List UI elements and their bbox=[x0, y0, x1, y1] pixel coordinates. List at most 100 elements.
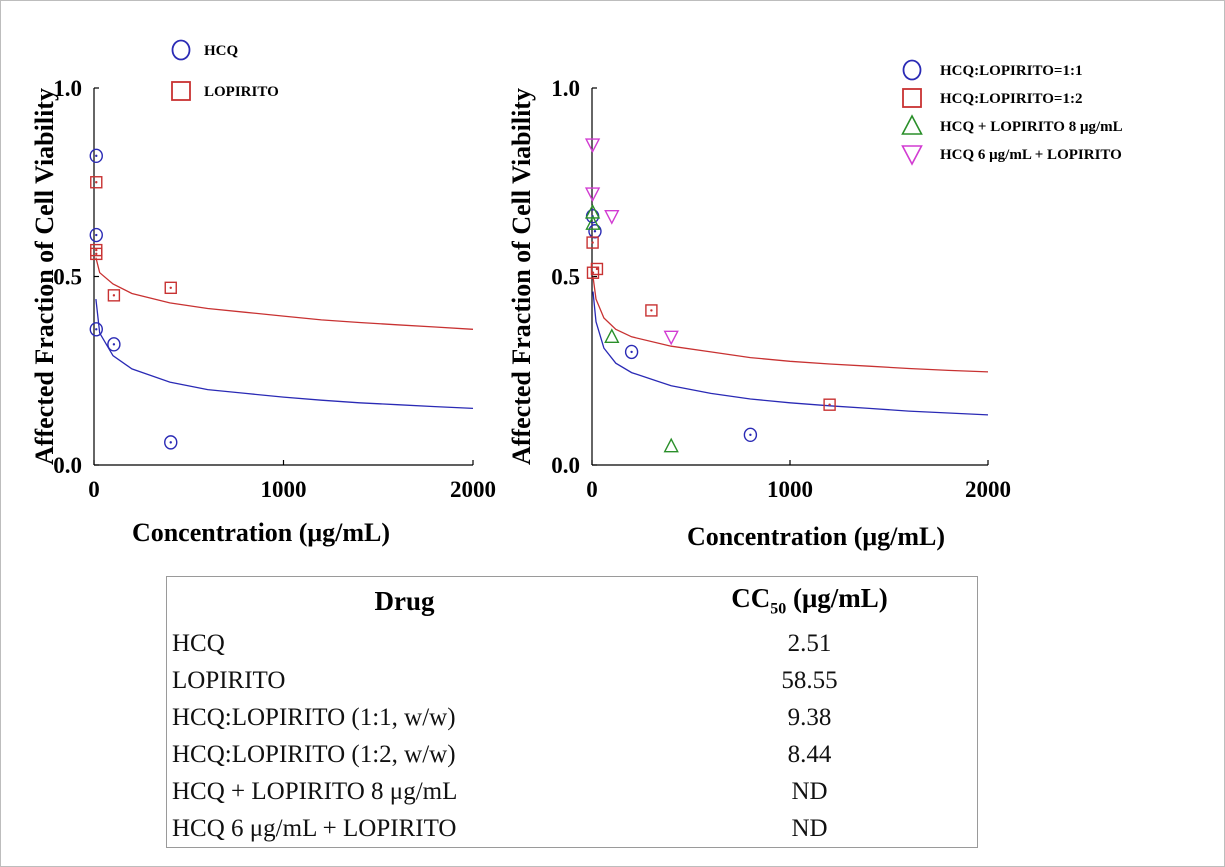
cc50-table: Drug CC50 (μg/mL) HCQ 2.51 LOPIRITO 58.55 … bbox=[166, 576, 978, 848]
drug-cell: HCQ:LOPIRITO (1:1, w/w) bbox=[172, 703, 456, 731]
marker-shape bbox=[89, 227, 103, 243]
marker-shape bbox=[164, 281, 177, 295]
data-point bbox=[89, 322, 103, 337]
marker-dot bbox=[95, 181, 98, 184]
data-point bbox=[663, 330, 679, 346]
marker-shape bbox=[107, 289, 121, 302]
series-square bbox=[586, 236, 836, 411]
legend-shape bbox=[901, 114, 923, 135]
cc50-cell: ND bbox=[791, 814, 828, 842]
fit-curve-square bbox=[95, 257, 474, 330]
legend-shape bbox=[902, 88, 922, 108]
cc50-cell: 9.38 bbox=[787, 703, 832, 731]
y-tick-label: 0.5 bbox=[53, 265, 82, 290]
marker-shape bbox=[584, 138, 601, 154]
header-cc50: CC50 (μg/mL) bbox=[642, 577, 978, 626]
drug-cell: HCQ 6 μg/mL + LOPIRITO bbox=[172, 814, 457, 842]
marker-dot bbox=[828, 403, 831, 406]
legend: HCQ:LOPIRITO=1:1 HCQ:LOPIRITO=1:2 HCQ + LO… bbox=[901, 59, 1123, 166]
table-row: HCQ:LOPIRITO (1:1, w/w) 9.38 bbox=[167, 699, 978, 736]
marker-shape bbox=[584, 187, 601, 203]
data-point bbox=[586, 236, 599, 249]
x-tick-label: 2000 bbox=[450, 477, 496, 502]
table-row: HCQ:LOPIRITO (1:2, w/w) 8.44 bbox=[167, 736, 978, 773]
data-point bbox=[164, 281, 177, 295]
data-point bbox=[584, 138, 601, 154]
marker-dot bbox=[112, 294, 116, 297]
drug-cell: HCQ:LOPIRITO (1:2, w/w) bbox=[172, 740, 456, 768]
data-point bbox=[604, 328, 620, 344]
marker-shape bbox=[585, 215, 601, 230]
fit-curve-square bbox=[592, 276, 989, 373]
marker-dot bbox=[591, 241, 594, 244]
data-point bbox=[586, 266, 600, 279]
series-triangle-up bbox=[584, 203, 679, 453]
data-point bbox=[89, 148, 103, 164]
x-tick-label: 0 bbox=[586, 477, 598, 502]
header-cc-main: CC bbox=[731, 583, 771, 614]
drug-cell: LOPIRITO bbox=[172, 666, 286, 694]
legend: HCQ LOPIRITO bbox=[171, 39, 279, 101]
drug-cell: HCQ bbox=[172, 629, 225, 657]
legend-label: HCQ:LOPIRITO=1:2 bbox=[940, 91, 1082, 107]
legend-shape bbox=[171, 39, 191, 61]
legend-shape bbox=[902, 59, 922, 81]
marker-dot bbox=[95, 233, 98, 237]
cc50-cell: 2.51 bbox=[787, 629, 832, 657]
data-point bbox=[107, 337, 121, 352]
marker-dot bbox=[95, 328, 98, 331]
legend-marker bbox=[901, 114, 923, 135]
data-point bbox=[645, 304, 658, 317]
marker-dot bbox=[650, 309, 653, 312]
data-point bbox=[823, 398, 836, 411]
data-point bbox=[624, 344, 639, 360]
data-point bbox=[164, 435, 178, 450]
marker-dot bbox=[95, 252, 98, 256]
legend-label: LOPIRITO bbox=[204, 84, 279, 100]
data-point bbox=[107, 289, 121, 302]
fit-curve-circle bbox=[95, 299, 474, 410]
series-triangle-down bbox=[584, 138, 679, 346]
marker-shape bbox=[586, 236, 599, 249]
chart-right: 0.0 0.5 1.0 0 1000 2000 Affected Fraction of C… bbox=[507, 59, 1123, 551]
y-tick-label: 0.5 bbox=[551, 265, 580, 290]
drug-cell: HCQ + LOPIRITO 8 μg/mL bbox=[172, 777, 458, 805]
series-circle bbox=[89, 148, 178, 450]
marker-shape bbox=[604, 209, 620, 225]
data-point bbox=[584, 187, 601, 203]
header-cc-unit: (μg/mL) bbox=[786, 583, 888, 614]
legend-marker bbox=[902, 59, 922, 81]
x-tick-label: 1000 bbox=[261, 477, 307, 502]
marker-dot bbox=[95, 248, 98, 252]
marker-shape bbox=[90, 176, 103, 189]
legend-marker bbox=[171, 39, 191, 61]
marker-dot bbox=[593, 230, 597, 233]
x-tick-label: 1000 bbox=[767, 477, 813, 502]
data-point bbox=[743, 427, 758, 443]
legend-marker bbox=[902, 88, 922, 108]
marker-shape bbox=[743, 427, 758, 443]
header-cc-sub: 50 bbox=[770, 600, 787, 618]
marker-shape bbox=[663, 437, 679, 453]
cc50-cell: 58.55 bbox=[781, 666, 838, 694]
marker-shape bbox=[586, 266, 600, 279]
marker-dot bbox=[169, 441, 172, 444]
x-tick-label: 0 bbox=[88, 477, 100, 502]
data-point bbox=[90, 247, 103, 261]
marker-shape bbox=[590, 262, 604, 276]
data-point bbox=[89, 227, 103, 243]
marker-dot bbox=[169, 286, 172, 290]
marker-shape bbox=[645, 304, 658, 317]
y-tick-label: 0.0 bbox=[53, 453, 82, 478]
header-drug: Drug bbox=[374, 585, 435, 616]
x-axis-label: Concentration (μg/mL) bbox=[687, 522, 945, 551]
legend-label: HCQ:LOPIRITO=1:1 bbox=[940, 63, 1082, 79]
y-tick-label: 1.0 bbox=[53, 76, 82, 101]
chart-left: 0.0 0.5 1.0 0 1000 2000 Affected Fraction of C… bbox=[30, 39, 496, 547]
marker-dot bbox=[595, 267, 599, 271]
fit-curve-circle bbox=[592, 291, 989, 416]
data-point bbox=[604, 209, 620, 225]
cc50-cell: ND bbox=[791, 777, 828, 805]
marker-shape bbox=[604, 328, 620, 344]
data-point bbox=[90, 176, 103, 189]
